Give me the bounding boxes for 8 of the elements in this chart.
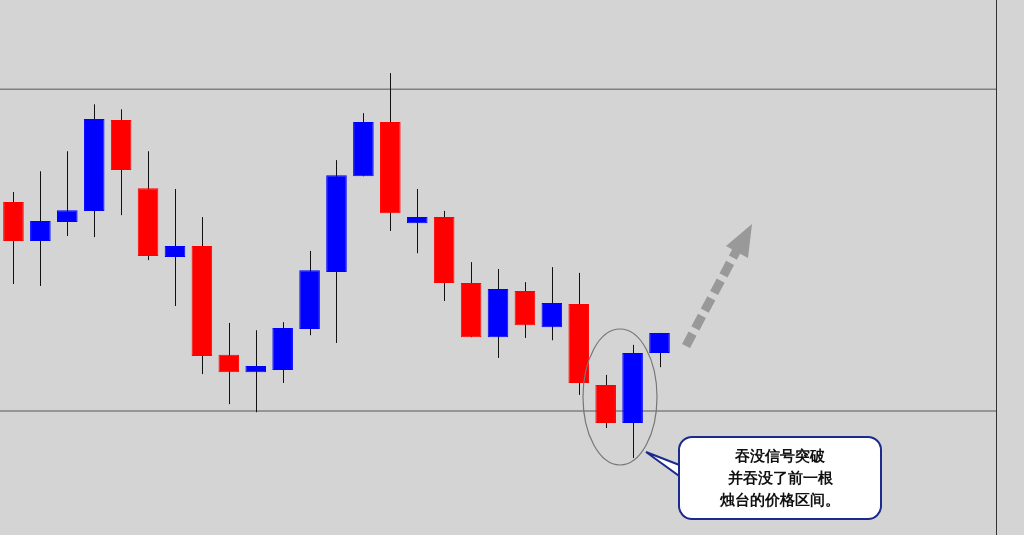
candlestick (57, 150, 78, 237)
candlestick (218, 322, 240, 405)
candlestick (164, 188, 186, 307)
candlestick (541, 266, 563, 341)
candlestick (245, 329, 267, 413)
candlestick (649, 332, 670, 368)
candlestick (30, 170, 51, 287)
candlestick (406, 188, 428, 254)
